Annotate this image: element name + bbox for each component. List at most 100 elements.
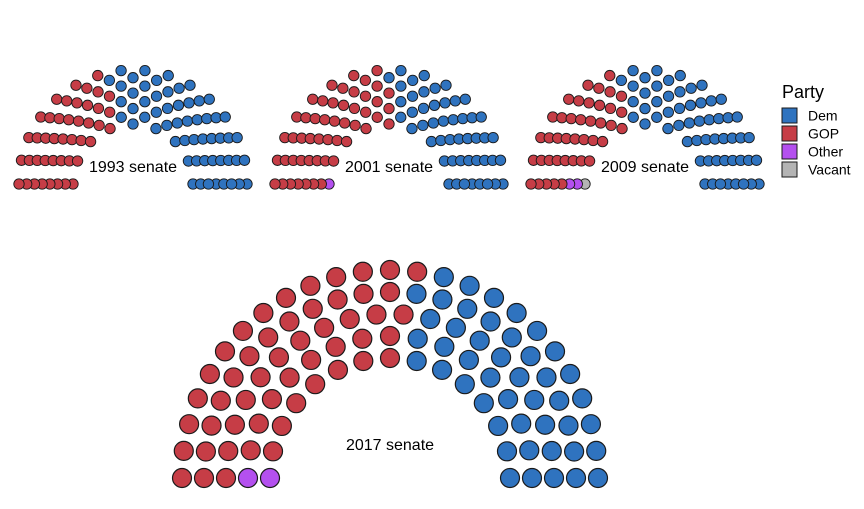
- seat-dem: [139, 64, 151, 77]
- seat-gop: [325, 336, 346, 357]
- seat-dem: [663, 74, 675, 87]
- seat-dem: [651, 111, 663, 123]
- legend-label: Dem: [808, 108, 838, 124]
- seat-dem: [627, 80, 639, 92]
- seat-dem: [469, 330, 490, 351]
- legend-item-dem: Dem: [781, 107, 838, 124]
- seat-dem: [169, 135, 182, 148]
- seat-gop: [337, 99, 350, 111]
- seat-dem: [662, 106, 674, 118]
- seat-gop: [261, 389, 283, 410]
- seat-dem: [580, 414, 602, 435]
- seat-dem: [683, 117, 695, 129]
- seat-dem: [395, 96, 407, 108]
- legend-title: Party: [782, 82, 824, 102]
- seat-gop: [348, 86, 360, 98]
- seat-gop: [258, 327, 279, 348]
- seat-gop: [214, 341, 236, 362]
- seat-gop: [327, 155, 340, 167]
- seat-gop: [407, 261, 428, 282]
- seat-dem: [139, 96, 151, 108]
- seat-gop: [319, 114, 331, 126]
- panel-title: 2009 senate: [601, 159, 689, 176]
- seat-gop: [348, 102, 361, 115]
- seat-dem: [673, 119, 685, 132]
- seat-dem: [383, 72, 395, 84]
- seat-dem: [673, 102, 686, 115]
- seat-dem: [685, 82, 697, 94]
- seat-dem: [488, 415, 509, 437]
- seat-gop: [604, 86, 616, 98]
- seat-dem: [406, 122, 418, 135]
- seat-gop: [339, 117, 351, 129]
- seat-gop: [326, 266, 347, 288]
- seat-gop: [525, 178, 537, 190]
- seat-gop: [353, 350, 374, 372]
- seat-gop: [352, 261, 373, 282]
- seat-dem: [457, 298, 478, 319]
- seat-dem: [750, 154, 763, 166]
- seat-gop: [583, 97, 595, 109]
- seat-gop: [360, 106, 372, 118]
- seat-dem: [181, 115, 194, 127]
- seat-gop: [195, 441, 216, 462]
- seat-gop: [250, 367, 271, 388]
- seat-gop: [371, 80, 383, 92]
- seat-gop: [13, 178, 25, 190]
- seat-gop: [84, 135, 97, 148]
- seat-dem: [193, 95, 205, 107]
- seat-gop: [83, 117, 95, 129]
- seat-dem: [406, 350, 427, 372]
- seat-dem: [238, 154, 251, 166]
- seat-gop: [328, 115, 341, 127]
- seat-gop: [371, 64, 383, 77]
- seat-dem: [437, 115, 450, 127]
- seat-dem: [473, 393, 494, 414]
- seat-gop: [360, 122, 372, 135]
- seat-dem: [162, 86, 174, 98]
- seat-dem: [627, 64, 639, 77]
- seat-dem: [715, 93, 727, 105]
- seat-gop: [371, 96, 383, 108]
- seat-gop: [223, 367, 244, 388]
- panel-2001-senate: 2001 senate: [269, 64, 509, 190]
- seat-dem: [447, 114, 459, 126]
- seat-dem: [432, 289, 453, 310]
- seat-gop: [271, 415, 292, 437]
- seat-dem: [161, 102, 174, 115]
- seat-dem: [457, 112, 469, 125]
- seat-gop: [240, 440, 261, 461]
- seat-dem: [139, 111, 151, 123]
- seat-dem: [662, 122, 674, 135]
- seat-dem: [202, 178, 215, 190]
- seat-gop: [44, 112, 56, 124]
- seat-dem: [219, 111, 231, 123]
- seat-gop: [604, 69, 616, 82]
- seat-gop: [615, 90, 628, 102]
- seat-gop: [337, 82, 349, 94]
- seat-dem: [587, 467, 609, 489]
- seat-dem: [703, 114, 715, 126]
- seat-dem: [150, 74, 163, 87]
- seat-gop: [349, 119, 361, 132]
- seat-gop: [379, 347, 401, 369]
- legend-swatch: [781, 143, 798, 160]
- seat-dem: [480, 311, 501, 332]
- seat-dem: [681, 135, 694, 148]
- seat-dem: [417, 119, 429, 132]
- seat-dem: [496, 441, 518, 462]
- seat-dem: [651, 80, 663, 92]
- seat-gop: [309, 112, 321, 125]
- seat-gop: [604, 102, 617, 115]
- seat-dem: [615, 74, 627, 87]
- seat-gop: [300, 275, 321, 296]
- seat-gop: [224, 414, 245, 435]
- seat-dem: [714, 178, 727, 190]
- seat-gop: [300, 112, 312, 124]
- seat-dem: [433, 266, 454, 288]
- seat-dem: [713, 112, 725, 125]
- seat-dem: [406, 106, 418, 118]
- seat-dem: [586, 440, 607, 461]
- seat-dem: [150, 122, 162, 135]
- seat-gop: [93, 119, 105, 132]
